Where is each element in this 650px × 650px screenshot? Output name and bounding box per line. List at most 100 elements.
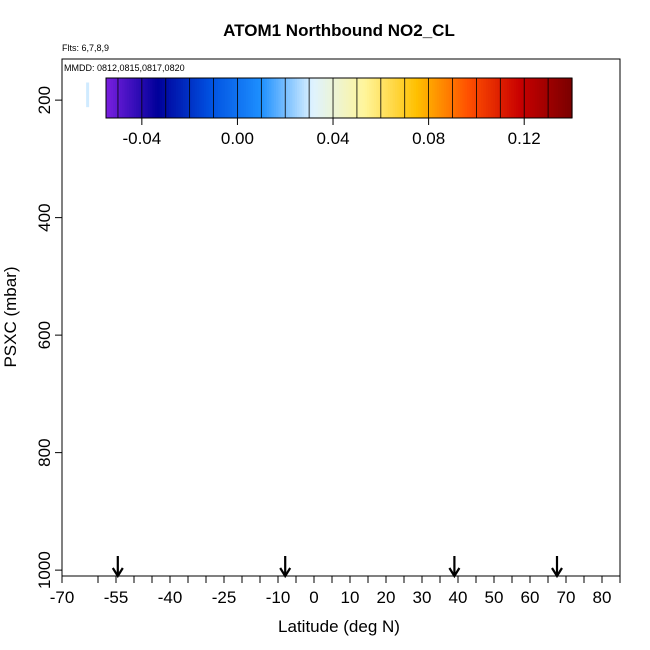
profile-arrow	[279, 556, 292, 579]
chart-title: ATOM1 Northbound NO2_CL	[223, 21, 455, 40]
observation-point	[140, 219, 149, 228]
colorbar-swatch	[376, 78, 380, 118]
profile-arrow	[551, 556, 563, 579]
colorbar-swatch	[241, 78, 245, 118]
colorbar-swatch	[397, 78, 401, 118]
observation-point	[137, 554, 146, 563]
colorbar-swatch	[262, 78, 266, 118]
colorbar-swatch	[387, 78, 391, 118]
colorbar-swatch	[138, 78, 142, 118]
colorbar-swatch	[490, 78, 494, 118]
colorbar-swatch	[110, 78, 114, 118]
colorbar-swatch	[432, 78, 436, 118]
observation-point	[281, 237, 290, 246]
observation-point	[594, 551, 603, 560]
colorbar-swatch	[327, 78, 331, 118]
colorbar-swatch	[390, 78, 394, 118]
colorbar-swatch	[485, 78, 489, 118]
colorbar-swatch	[112, 78, 116, 118]
colorbar-swatch	[434, 78, 438, 118]
colorbar-swatch	[231, 78, 235, 118]
observation-point	[533, 157, 542, 166]
colorbar-swatch	[483, 78, 487, 118]
observation-point	[425, 375, 434, 384]
colorbar-swatch	[478, 78, 482, 118]
colorbar-swatch	[250, 78, 254, 118]
observation-point	[234, 237, 243, 246]
colorbar-swatch	[150, 78, 154, 118]
colorbar-swatch	[334, 78, 338, 118]
colorbar-swatch	[481, 78, 485, 118]
colorbar-swatch	[322, 78, 326, 118]
observation-point	[241, 122, 250, 131]
observation-point	[551, 563, 560, 572]
profile-arrow	[448, 556, 461, 579]
colorbar-swatch	[217, 78, 221, 118]
colorbar-swatch	[271, 78, 275, 118]
colorbar-swatch	[471, 78, 475, 118]
colorbar-swatch	[210, 78, 214, 118]
colorbar-swatch	[418, 78, 422, 118]
colorbar-swatch	[371, 78, 375, 118]
observation-point	[299, 439, 308, 448]
observation-point	[137, 386, 146, 395]
colorbar-swatch	[436, 78, 440, 118]
colorbar-swatch	[441, 78, 445, 118]
colorbar-swatch	[415, 78, 419, 118]
colorbar-swatch	[117, 78, 121, 118]
colorbar-swatch	[502, 78, 506, 118]
observation-point	[565, 169, 574, 178]
colorbar-swatch	[329, 78, 333, 118]
flights-label: Flts: 6,7,8,9	[62, 43, 109, 53]
observation-point	[576, 328, 585, 337]
colorbar-swatch	[320, 78, 324, 118]
colorbar-swatch	[499, 78, 503, 118]
colorbar-swatch	[115, 78, 119, 118]
colorbar-swatch	[332, 78, 335, 118]
colorbar-swatch	[544, 78, 547, 118]
colorbar-swatch	[525, 78, 529, 118]
colorbar-swatch	[276, 78, 280, 118]
observation-point	[378, 566, 387, 575]
colorbar-swatch	[245, 78, 249, 118]
colorbar-swatch	[269, 78, 273, 118]
colorbar-swatch	[257, 78, 261, 118]
colorbar-swatch	[359, 78, 363, 118]
colorbar-swatch	[133, 78, 137, 118]
colorbar-swatch	[168, 78, 172, 118]
colorbar-swatch	[373, 78, 377, 118]
colorbar-swatch	[318, 78, 321, 118]
observation-point	[562, 566, 570, 575]
observation-point	[328, 316, 336, 325]
colorbar-swatch	[520, 78, 524, 118]
colorbar-swatch	[294, 78, 298, 118]
colorbar-swatch	[527, 78, 531, 118]
colorbar-swatch	[325, 78, 328, 118]
observation-point	[428, 225, 437, 234]
colorbar-swatch	[290, 78, 293, 118]
observation-point	[151, 140, 160, 149]
colorbar-swatch	[180, 78, 184, 118]
colorbar-swatch	[147, 78, 151, 118]
colorbar-swatch	[187, 78, 191, 118]
observation-point	[382, 134, 390, 143]
colorbar-swatch	[362, 78, 366, 118]
colorbar-swatch	[131, 78, 135, 118]
heatmap-cell	[86, 82, 90, 108]
colorbar-swatch	[460, 78, 464, 118]
observation-point	[205, 125, 214, 134]
colorbar-swatch	[152, 78, 156, 118]
colorbar-swatch	[467, 78, 471, 118]
colorbar-swatch	[255, 78, 259, 118]
observation-point	[338, 134, 347, 143]
colorbar-swatch	[383, 78, 387, 118]
colorbar-swatch	[352, 78, 356, 118]
colorbar-swatch	[266, 78, 270, 118]
profile-arrows-layer	[111, 556, 563, 579]
colorbar-swatch	[492, 78, 496, 118]
dates-label: MMDD: 0812,0815,0817,0820	[64, 63, 185, 73]
colorbar-swatch	[509, 78, 513, 118]
colorbar-swatch	[446, 78, 450, 118]
colorbar-swatch	[443, 78, 447, 118]
colorbar-swatch	[243, 78, 247, 118]
